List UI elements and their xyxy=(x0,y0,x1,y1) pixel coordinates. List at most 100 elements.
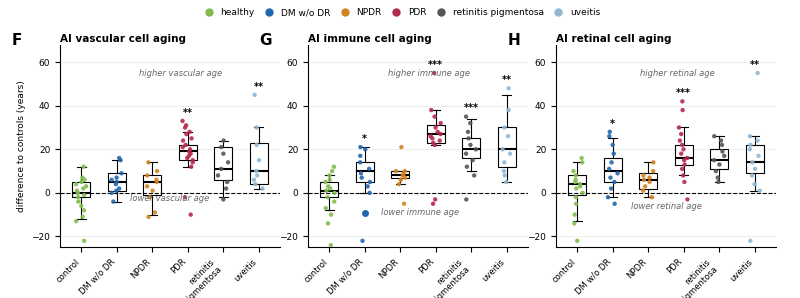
Point xyxy=(708,134,721,139)
Point xyxy=(748,182,761,187)
Point xyxy=(604,175,617,180)
Point xyxy=(460,151,473,156)
Point xyxy=(607,151,620,156)
Text: **: ** xyxy=(750,60,760,70)
Text: G: G xyxy=(259,32,272,48)
Point xyxy=(178,195,191,200)
Point xyxy=(72,199,85,204)
Point xyxy=(608,201,621,206)
Point xyxy=(322,195,334,200)
Point xyxy=(426,201,439,206)
Point xyxy=(182,153,195,158)
Point xyxy=(359,147,372,152)
Point xyxy=(220,186,233,191)
PathPatch shape xyxy=(321,182,338,197)
Point xyxy=(70,219,82,224)
Point xyxy=(571,238,584,243)
Point xyxy=(468,173,481,178)
Point xyxy=(428,142,441,147)
Text: ***: *** xyxy=(464,103,478,113)
Point xyxy=(319,180,332,184)
Point xyxy=(184,212,197,217)
Point xyxy=(181,156,194,160)
PathPatch shape xyxy=(498,128,515,167)
Point xyxy=(715,142,728,147)
Point xyxy=(362,184,374,189)
Point xyxy=(178,125,191,130)
Point xyxy=(78,208,90,213)
Point xyxy=(180,123,193,128)
Point xyxy=(647,160,660,165)
Point xyxy=(464,121,477,125)
Point xyxy=(466,158,479,163)
Text: *: * xyxy=(362,134,367,144)
Point xyxy=(218,138,230,143)
Point xyxy=(638,177,650,182)
Point xyxy=(718,153,730,158)
Point xyxy=(500,180,513,184)
Point xyxy=(646,195,658,200)
Point xyxy=(434,121,447,125)
Point xyxy=(176,119,189,123)
Point xyxy=(498,173,511,178)
Point xyxy=(110,175,123,180)
Point xyxy=(398,201,410,206)
Point xyxy=(180,132,193,136)
Point xyxy=(425,108,438,112)
Point xyxy=(424,134,437,139)
Point xyxy=(743,134,756,139)
Point xyxy=(250,169,262,173)
Point xyxy=(71,190,84,195)
Point xyxy=(707,158,720,163)
Text: lower vascular age: lower vascular age xyxy=(130,194,210,203)
Point xyxy=(256,186,269,191)
Point xyxy=(78,193,90,198)
Point xyxy=(113,186,126,191)
Point xyxy=(143,195,156,200)
Point xyxy=(646,169,659,173)
Point xyxy=(183,129,196,134)
PathPatch shape xyxy=(462,138,480,158)
Point xyxy=(76,175,89,180)
Point xyxy=(749,167,762,171)
Point xyxy=(215,167,228,171)
PathPatch shape xyxy=(746,145,763,173)
Point xyxy=(356,238,369,243)
Point xyxy=(675,151,688,156)
Text: ***: *** xyxy=(676,88,691,98)
Text: AI immune cell aging: AI immune cell aging xyxy=(308,34,432,44)
Point xyxy=(575,156,588,160)
Point xyxy=(576,190,589,195)
Point xyxy=(323,173,336,178)
Point xyxy=(110,188,122,193)
Point xyxy=(602,195,614,200)
Point xyxy=(363,180,376,184)
Point xyxy=(751,71,764,75)
Point xyxy=(568,212,581,217)
Point xyxy=(678,162,691,167)
Point xyxy=(328,190,341,195)
Point xyxy=(398,169,411,173)
Point xyxy=(217,197,230,202)
Point xyxy=(150,180,163,184)
Point xyxy=(325,212,338,217)
Point xyxy=(429,125,442,130)
PathPatch shape xyxy=(569,176,586,195)
Point xyxy=(429,197,442,202)
Point xyxy=(320,188,333,193)
PathPatch shape xyxy=(250,143,267,184)
Point xyxy=(222,160,234,165)
Point xyxy=(113,156,126,160)
Text: lower retinal age: lower retinal age xyxy=(630,202,702,211)
Point xyxy=(746,173,758,178)
Text: AI retinal cell aging: AI retinal cell aging xyxy=(556,34,671,44)
Point xyxy=(676,167,689,171)
Point xyxy=(183,149,196,154)
Point xyxy=(754,188,766,193)
Point xyxy=(434,132,447,136)
Point xyxy=(211,173,224,178)
Point xyxy=(681,197,694,202)
Point xyxy=(461,164,474,169)
Point xyxy=(149,210,162,215)
Point xyxy=(751,138,764,143)
